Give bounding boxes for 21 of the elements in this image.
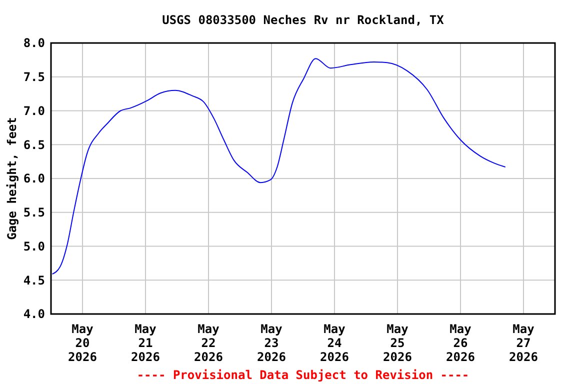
y-tick-label: 8.0 — [23, 36, 45, 50]
y-tick-label: 6.0 — [23, 172, 45, 186]
y-tick-label: 4.5 — [23, 273, 45, 288]
y-tick-label: 5.5 — [23, 206, 45, 220]
x-tick-label: May 20 2026 — [68, 322, 97, 364]
text: ---- Provisional Data Subject to Revision ---- — [136, 368, 470, 382]
line-series — [52, 58, 506, 275]
y-tick-label: 6.5 — [23, 138, 45, 152]
x-tick-label: May 25 2026 — [383, 322, 412, 364]
y-axis-title: Gage height, feet — [5, 117, 19, 240]
x-tick-label: May 23 2026 — [257, 322, 286, 364]
x-tick-label: May 26 2026 — [446, 322, 475, 364]
y-tick-label: 5.0 — [23, 239, 45, 254]
x-tick-label: May 27 2026 — [509, 322, 538, 364]
x-tick-label: May 24 2026 — [320, 322, 349, 364]
x-tick-label: May 22 2026 — [194, 322, 223, 364]
x-tick-label: May 21 2026 — [131, 322, 160, 364]
chart-title: USGS 08033500 Neches Rv nr Rockland, TX — [162, 13, 445, 27]
y-tick-label: 7.0 — [23, 104, 45, 118]
y-tick-label: 4.0 — [23, 307, 45, 322]
y-tick-label: 7.5 — [23, 70, 45, 84]
